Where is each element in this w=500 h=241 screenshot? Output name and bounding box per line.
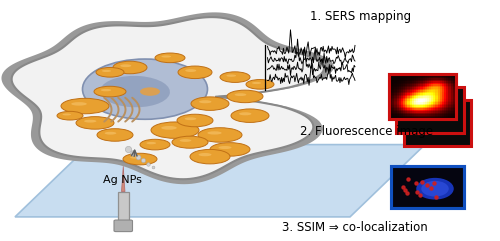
FancyBboxPatch shape xyxy=(114,220,132,232)
Ellipse shape xyxy=(76,117,114,129)
Ellipse shape xyxy=(97,129,133,141)
Ellipse shape xyxy=(210,143,250,156)
Ellipse shape xyxy=(180,139,192,142)
Ellipse shape xyxy=(178,66,212,79)
Ellipse shape xyxy=(198,153,211,156)
Ellipse shape xyxy=(239,112,252,115)
Ellipse shape xyxy=(198,128,242,142)
Ellipse shape xyxy=(113,61,147,74)
Ellipse shape xyxy=(226,74,236,77)
Text: Ag NPs: Ag NPs xyxy=(103,174,142,185)
Ellipse shape xyxy=(140,139,170,150)
Ellipse shape xyxy=(246,80,274,89)
Ellipse shape xyxy=(161,126,177,130)
Polygon shape xyxy=(15,145,425,217)
FancyBboxPatch shape xyxy=(391,166,464,208)
Ellipse shape xyxy=(82,59,208,119)
Ellipse shape xyxy=(177,114,213,127)
Ellipse shape xyxy=(151,122,199,138)
Text: 3. SSIM ⇒ co-localization: 3. SSIM ⇒ co-localization xyxy=(282,221,428,234)
Polygon shape xyxy=(118,192,129,225)
Ellipse shape xyxy=(62,114,71,115)
Ellipse shape xyxy=(227,90,263,103)
Polygon shape xyxy=(122,166,125,192)
Ellipse shape xyxy=(234,93,246,96)
Ellipse shape xyxy=(191,97,229,110)
Ellipse shape xyxy=(101,89,111,91)
Ellipse shape xyxy=(162,55,171,58)
Ellipse shape xyxy=(102,70,111,72)
Ellipse shape xyxy=(130,156,141,159)
Ellipse shape xyxy=(100,76,170,107)
Ellipse shape xyxy=(61,98,109,114)
Ellipse shape xyxy=(123,153,157,165)
Ellipse shape xyxy=(57,111,83,120)
Ellipse shape xyxy=(218,146,232,149)
Ellipse shape xyxy=(155,53,185,63)
Ellipse shape xyxy=(416,178,454,200)
Ellipse shape xyxy=(208,131,222,134)
Ellipse shape xyxy=(185,69,196,72)
Ellipse shape xyxy=(421,181,449,197)
Ellipse shape xyxy=(220,72,250,82)
Ellipse shape xyxy=(252,82,261,84)
Ellipse shape xyxy=(184,117,196,120)
Ellipse shape xyxy=(94,86,126,97)
Ellipse shape xyxy=(96,67,124,77)
Polygon shape xyxy=(2,12,334,184)
Ellipse shape xyxy=(140,87,160,96)
Ellipse shape xyxy=(231,109,269,122)
Ellipse shape xyxy=(71,102,87,106)
Ellipse shape xyxy=(104,132,117,135)
FancyBboxPatch shape xyxy=(404,100,471,146)
Ellipse shape xyxy=(172,136,208,148)
FancyBboxPatch shape xyxy=(389,74,456,119)
Ellipse shape xyxy=(199,100,211,103)
Ellipse shape xyxy=(84,120,96,123)
Ellipse shape xyxy=(190,149,230,164)
Text: 2. Fluorescence image: 2. Fluorescence image xyxy=(300,125,433,138)
Polygon shape xyxy=(12,17,324,179)
Ellipse shape xyxy=(120,64,132,67)
Ellipse shape xyxy=(146,142,156,144)
Text: 1. SERS mapping: 1. SERS mapping xyxy=(310,10,411,23)
FancyBboxPatch shape xyxy=(396,87,464,133)
